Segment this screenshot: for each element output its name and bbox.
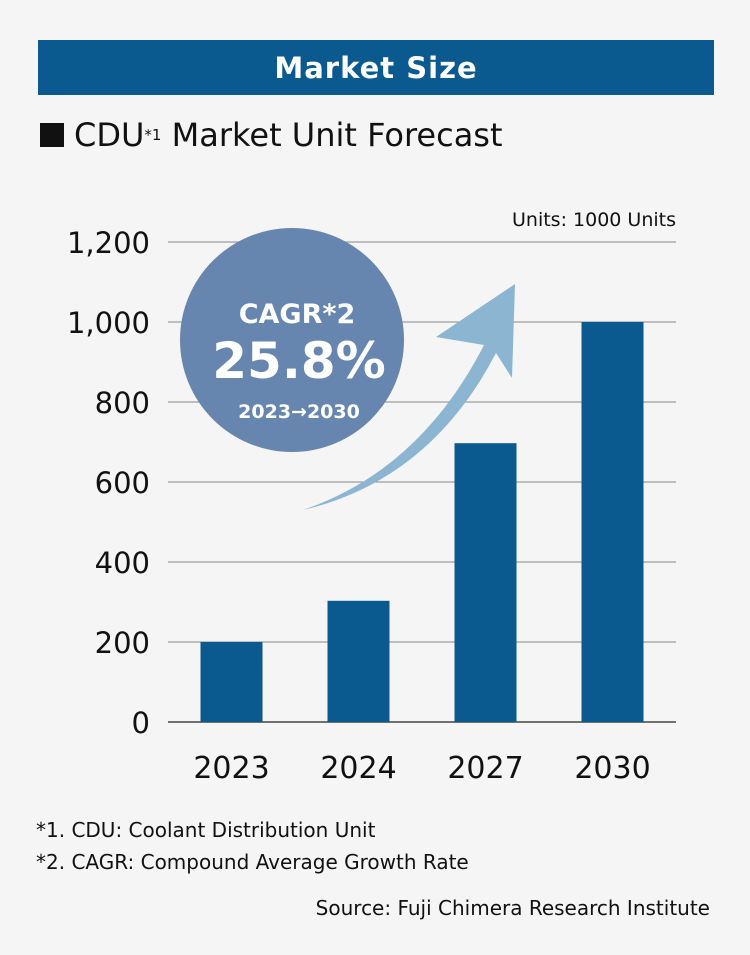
source-note: Source: Fuji Chimera Research Institute: [315, 896, 710, 920]
y-tick-label: 400: [95, 546, 150, 580]
cagr-period: 2023→2030: [238, 401, 360, 423]
square-bullet-icon: [40, 123, 64, 147]
y-tick-label: 800: [95, 386, 150, 420]
y-tick-label: 1,200: [67, 226, 150, 260]
footnote-2: *2. CAGR: Compound Average Growth Rate: [36, 850, 469, 874]
x-tick-label: 2024: [320, 751, 396, 786]
y-tick-label: 200: [95, 626, 150, 660]
y-tick-label: 0: [132, 706, 150, 740]
title-rest: Market Unit Forecast: [161, 116, 503, 154]
title-prefix: CDU: [74, 116, 145, 154]
bar-2023: [200, 642, 263, 722]
footnote-1: *1. CDU: Coolant Distribution Unit: [36, 818, 376, 842]
chart-title: CDU *1 Market Unit Forecast: [40, 116, 503, 154]
cagr-value: 25.8%: [212, 332, 385, 390]
section-banner: Market Size: [38, 40, 714, 95]
x-tick-label: 2023: [193, 751, 269, 786]
x-tick-label: 2027: [447, 751, 523, 786]
growth-arrow-icon: [303, 284, 515, 510]
cagr-label: CAGR*2: [239, 299, 356, 330]
unit-label: Units: 1000 Units: [512, 209, 676, 231]
cagr-circle: [180, 228, 404, 452]
y-tick-label: 600: [95, 466, 150, 500]
y-tick-label: 1,000: [67, 306, 150, 340]
bar-2030: [581, 322, 644, 722]
title-footnote-mark: *1: [144, 126, 162, 144]
bar-2024: [327, 600, 390, 722]
x-tick-label: 2030: [574, 751, 650, 786]
bar-2027: [454, 443, 517, 722]
